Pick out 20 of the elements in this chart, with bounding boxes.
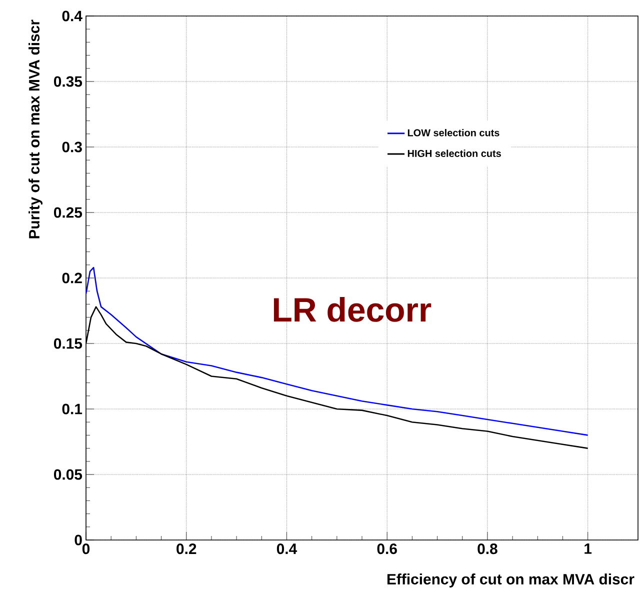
x-axis-title: Efficiency of cut on max MVA discr bbox=[387, 574, 634, 588]
y-tick-label: 0.1 bbox=[62, 404, 82, 414]
x-tick-label: 0.2 bbox=[176, 544, 196, 554]
annotation: LR decorr bbox=[274, 296, 432, 322]
legend-label: LOW selection cuts bbox=[408, 128, 500, 136]
y-tick-label: 0.3 bbox=[62, 142, 82, 152]
x-tick-label: 0.4 bbox=[276, 544, 298, 554]
y-tick-label: 0.25 bbox=[54, 207, 82, 218]
y-axis-title: Purity of cut on max MVA discr bbox=[28, 20, 42, 238]
y-tick-label: 0.4 bbox=[62, 10, 82, 22]
y-tick-label: 0.35 bbox=[54, 76, 82, 87]
y-tick-label: 0.05 bbox=[54, 469, 82, 480]
y-tick-label: 0.15 bbox=[54, 338, 82, 349]
x-tick-label: 0.6 bbox=[377, 544, 397, 554]
legend-label: HIGH selection cuts bbox=[408, 150, 501, 157]
x-tick-label: 0.8 bbox=[478, 544, 498, 554]
x-tick-label: 1 bbox=[584, 544, 592, 554]
y-tick-label: 0.2 bbox=[62, 272, 82, 284]
y-tick-label: 0 bbox=[74, 534, 82, 546]
x-tick-label: 0 bbox=[82, 544, 90, 554]
